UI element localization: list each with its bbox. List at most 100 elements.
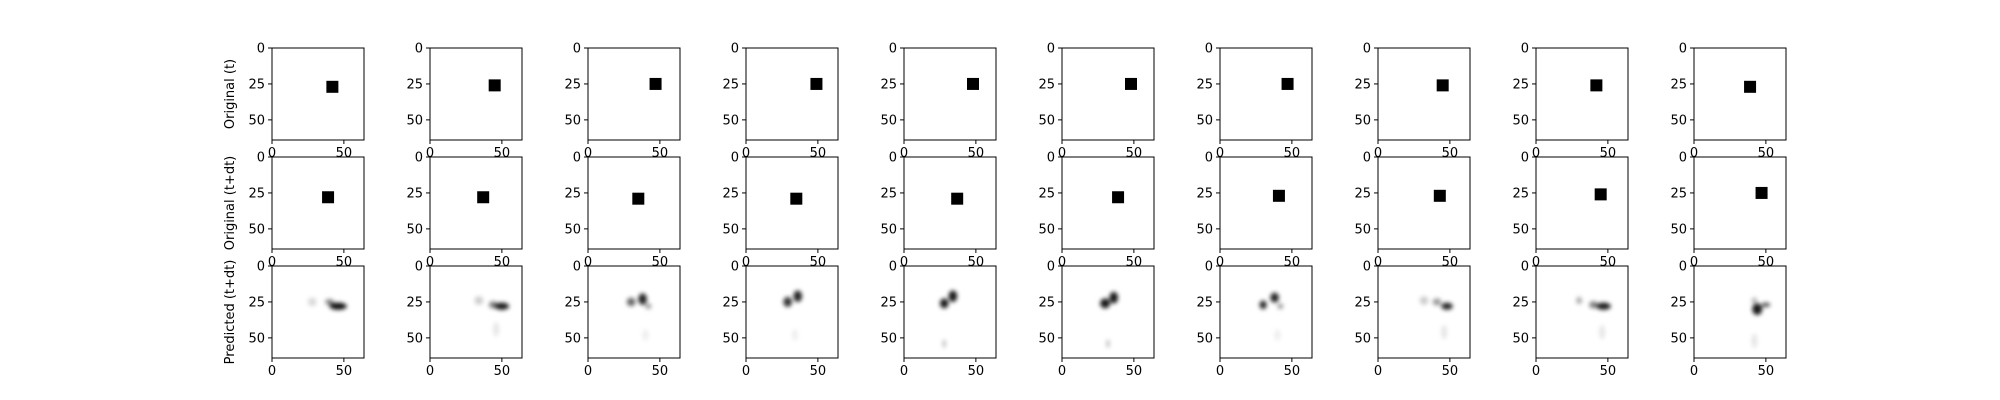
predicted-blob xyxy=(1106,339,1110,348)
panel-content xyxy=(1755,186,1768,199)
axes-frame xyxy=(1693,47,1787,141)
y-tick-label: 0 xyxy=(415,42,423,57)
y-tick-label: 25 xyxy=(1038,77,1055,92)
predicted-blob xyxy=(1270,292,1279,303)
y-tick-label: 0 xyxy=(1679,260,1687,275)
axes-frame xyxy=(1061,47,1155,141)
panel-content xyxy=(322,191,335,204)
panel-background xyxy=(272,266,364,358)
y-tick-label: 25 xyxy=(406,77,423,92)
y-tick-label: 50 xyxy=(564,331,581,346)
x-tick-label: 50 xyxy=(1284,364,1301,379)
axes-frame xyxy=(1377,156,1471,250)
axes-frame xyxy=(1219,156,1313,250)
y-tick-label: 25 xyxy=(406,186,423,201)
panel-background xyxy=(1378,157,1470,249)
y-tick-label: 25 xyxy=(1512,77,1529,92)
x-tick-label: 0 xyxy=(900,146,908,161)
y-tick-label: 25 xyxy=(564,186,581,201)
axes-frame xyxy=(903,47,997,141)
panel-background xyxy=(1536,48,1628,140)
x-tick-label: 0 xyxy=(1216,255,1224,270)
axes-frame xyxy=(271,265,365,359)
x-tick-label: 50 xyxy=(1442,364,1459,379)
y-tick-label: 0 xyxy=(1679,42,1687,57)
panel-background xyxy=(1694,48,1786,140)
y-tick-label: 25 xyxy=(722,77,739,92)
y-tick-label: 50 xyxy=(1354,222,1371,237)
panel-content xyxy=(1125,77,1137,90)
x-tick-label: 0 xyxy=(1374,364,1382,379)
row-label: Original (t+dt) xyxy=(223,156,238,251)
y-tick-label: 0 xyxy=(415,151,423,166)
y-tick-label: 0 xyxy=(731,42,739,57)
predicted-blob xyxy=(942,339,946,348)
x-tick-label: 50 xyxy=(810,364,827,379)
predicted-blob xyxy=(638,293,647,305)
square-marker xyxy=(1755,186,1768,199)
y-tick-label: 50 xyxy=(1196,331,1213,346)
y-tick-label: 25 xyxy=(248,77,265,92)
y-tick-label: 50 xyxy=(722,113,739,128)
panel-content xyxy=(474,296,510,337)
panel-background xyxy=(1536,266,1628,358)
row-label: Original (t) xyxy=(223,59,238,129)
predicted-blob xyxy=(1259,300,1267,310)
predicted-blob xyxy=(493,322,499,337)
y-tick-label: 0 xyxy=(1521,42,1529,57)
x-tick-label: 50 xyxy=(336,364,353,379)
y-tick-label: 0 xyxy=(257,151,265,166)
predicted-blob xyxy=(488,301,498,309)
x-tick-label: 0 xyxy=(1216,146,1224,161)
x-tick-label: 0 xyxy=(1690,255,1698,270)
panel-content xyxy=(1744,80,1757,93)
row-label: Predicted (t+dt) xyxy=(223,260,238,365)
y-tick-label: 50 xyxy=(1512,113,1529,128)
predicted-blob xyxy=(1596,302,1611,310)
panel-background xyxy=(1062,48,1154,140)
predicted-blob xyxy=(1761,302,1771,307)
square-marker xyxy=(326,80,339,93)
panel-content xyxy=(1112,191,1125,204)
y-tick-label: 50 xyxy=(722,222,739,237)
y-tick-label: 25 xyxy=(880,77,897,92)
square-marker xyxy=(967,77,979,90)
y-tick-label: 0 xyxy=(1047,151,1055,166)
panel-background xyxy=(1220,48,1312,140)
y-tick-label: 50 xyxy=(1670,331,1687,346)
panel-content xyxy=(1590,79,1603,92)
predicted-blob xyxy=(1441,302,1453,310)
x-tick-label: 50 xyxy=(1600,364,1617,379)
panel-content xyxy=(488,79,501,92)
y-tick-label: 50 xyxy=(564,222,581,237)
predicted-blob xyxy=(1589,301,1598,309)
square-marker xyxy=(488,79,501,92)
predicted-blobs xyxy=(1751,297,1771,348)
y-tick-label: 0 xyxy=(1363,151,1371,166)
x-tick-label: 0 xyxy=(584,146,592,161)
y-tick-label: 25 xyxy=(880,295,897,310)
predicted-blob xyxy=(1751,333,1758,348)
panel-background xyxy=(1378,266,1470,358)
panel-content xyxy=(951,192,964,205)
y-tick-label: 25 xyxy=(1354,77,1371,92)
y-tick-label: 25 xyxy=(1670,295,1687,310)
y-tick-label: 50 xyxy=(880,331,897,346)
panel-background xyxy=(430,48,522,140)
y-tick-label: 25 xyxy=(564,295,581,310)
y-tick-label: 0 xyxy=(1521,151,1529,166)
axes-frame xyxy=(587,265,681,359)
x-tick-label: 0 xyxy=(1058,255,1066,270)
panel-background xyxy=(588,266,680,358)
axes-frame xyxy=(745,265,839,359)
y-tick-label: 25 xyxy=(1512,295,1529,310)
